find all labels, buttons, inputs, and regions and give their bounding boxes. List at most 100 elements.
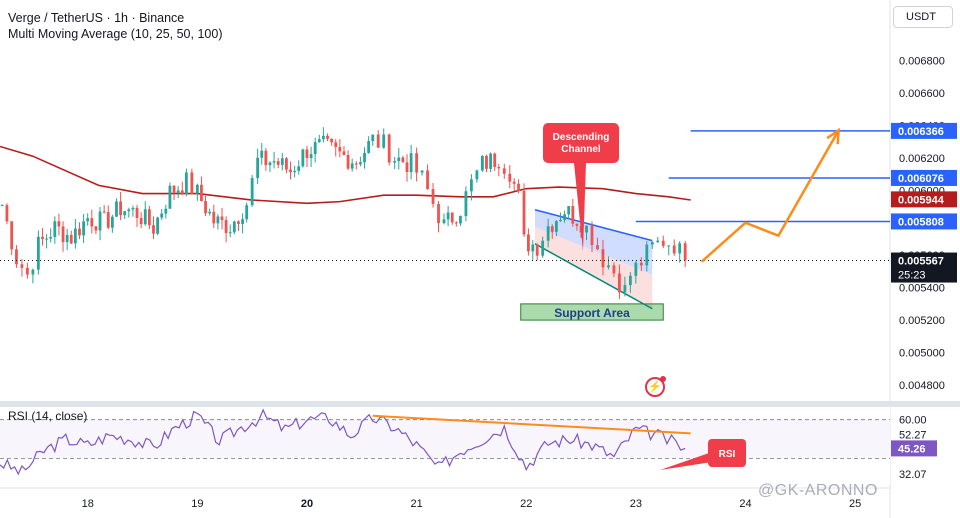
candle-body (78, 228, 81, 236)
candle-body (420, 170, 424, 173)
candle-body (639, 262, 643, 266)
candle-body (464, 191, 468, 216)
candle-body (53, 221, 57, 237)
time-tick-label: 22 (520, 498, 532, 510)
candle-body (683, 243, 687, 261)
candle-body (264, 150, 268, 166)
channel-callout-pointer (574, 163, 586, 251)
candle-body (346, 154, 350, 169)
candle-body (446, 212, 450, 220)
channel-lower-line (534, 243, 653, 310)
candle-body (115, 201, 118, 217)
candle-body (289, 169, 292, 173)
candle-body (164, 208, 168, 214)
candle-body (363, 152, 366, 163)
candle-body (280, 158, 284, 165)
level-badge (891, 169, 957, 186)
candle-body (678, 243, 682, 254)
candle-body (98, 211, 102, 231)
candle-body (497, 166, 501, 169)
candle-body (618, 273, 621, 293)
candle-body (512, 181, 516, 184)
candle-body (180, 190, 184, 195)
candle-body (195, 184, 199, 194)
channel-callout-label: Channel (561, 144, 601, 155)
time-tick-label: 24 (739, 498, 751, 510)
rsi-line (0, 408, 686, 476)
candle-body (200, 184, 203, 202)
candle-body (382, 134, 386, 148)
candle-body (607, 265, 610, 268)
candle-body (31, 269, 35, 275)
rsi-tick-label: 52.27 (899, 430, 927, 442)
candle-body (661, 240, 665, 246)
candle-body (628, 275, 632, 286)
lightning-icon[interactable]: ⚡ (645, 376, 666, 397)
current-price-badge (891, 252, 957, 283)
candle-body (256, 157, 260, 179)
rsi-band-fill (0, 419, 890, 459)
price-tick-label: 0.006800 (899, 55, 945, 67)
candle-body (623, 285, 627, 293)
ma-value-label: 0.005944 (898, 194, 945, 206)
candle-body (245, 205, 249, 220)
candle-body (250, 178, 254, 206)
time-tick-label: 21 (410, 498, 422, 510)
currency-button[interactable]: USDT (893, 6, 953, 28)
candle-body (301, 149, 305, 167)
level-badge (891, 213, 957, 230)
candle-body (401, 157, 405, 163)
support-area-box (520, 303, 664, 321)
pane-separator[interactable] (0, 401, 960, 407)
candle-body (90, 218, 94, 227)
candle-body (656, 240, 660, 243)
candle-body (212, 211, 216, 224)
author-watermark: @GK-ARONNO (758, 482, 878, 499)
candle-body (317, 139, 321, 143)
candle-body (371, 134, 375, 142)
candle-body (143, 209, 147, 225)
candle-body (454, 222, 458, 224)
candle-body (493, 153, 497, 167)
candle-body (10, 221, 14, 250)
candle-body (106, 212, 110, 228)
candle-body (293, 170, 297, 173)
candle-body (393, 161, 397, 163)
candle-body (601, 249, 605, 268)
candle-body (563, 214, 566, 220)
candle-body (184, 172, 188, 195)
candle-body (650, 242, 654, 245)
moving-average-line (0, 145, 691, 205)
time-tick-label: 19 (191, 498, 203, 510)
candle-body (409, 153, 413, 173)
candle-body (86, 218, 90, 222)
candle-body (168, 185, 172, 209)
level-badge-label: 0.006366 (898, 126, 944, 138)
rsi-value-badge (891, 440, 937, 457)
candle-body (376, 134, 380, 148)
time-tick-label: 23 (630, 498, 642, 510)
support-area-label: Support Area (554, 306, 630, 320)
candle-body (338, 146, 342, 152)
candle-body (517, 183, 520, 191)
candle-body (102, 211, 106, 213)
candle-body (305, 149, 309, 159)
candle-body (437, 203, 440, 224)
candle-body (5, 205, 9, 222)
candle-body (405, 162, 409, 173)
candle-body (152, 225, 155, 234)
candle-body (559, 219, 562, 222)
level-badge (891, 122, 957, 139)
time-tick-label: 18 (82, 498, 94, 510)
candle-body (69, 234, 73, 244)
candle-body (480, 155, 484, 171)
candle-body (567, 205, 571, 215)
candle-body (190, 172, 194, 194)
price-tick-label: 0.004800 (899, 380, 945, 392)
candle-body (139, 217, 143, 225)
price-tick-label: 0.005000 (899, 348, 945, 360)
rsi-value-label: 45.26 (898, 443, 926, 455)
candle-body (94, 226, 98, 231)
